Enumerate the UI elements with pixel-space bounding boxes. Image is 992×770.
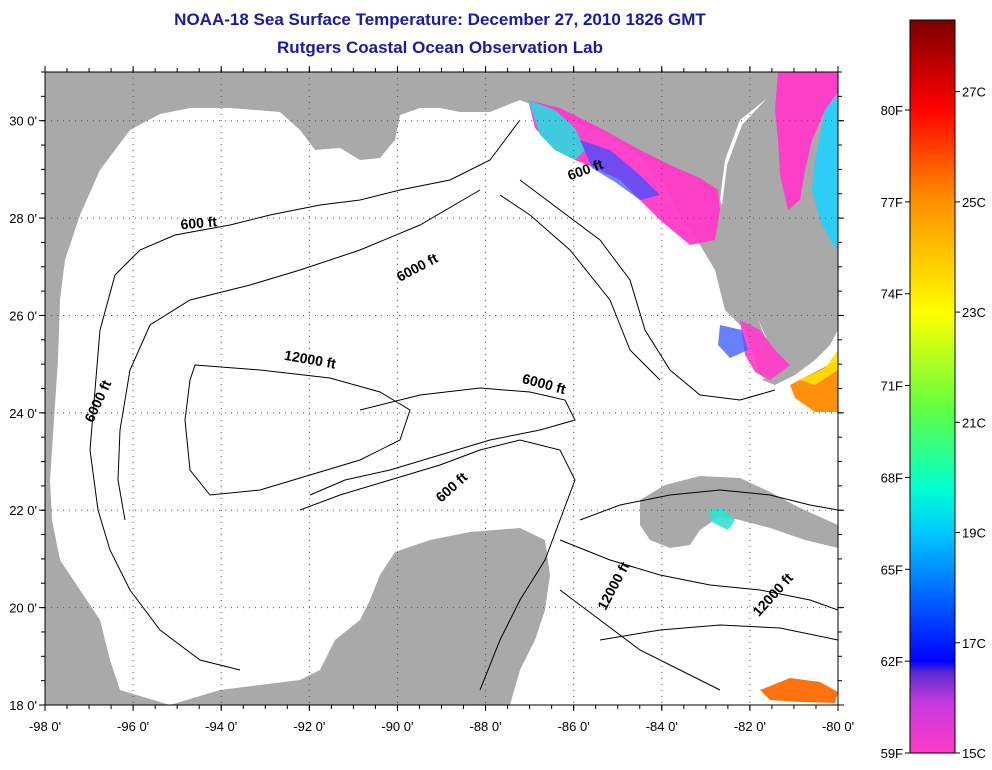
colorbar-f-label: 62F [881, 654, 903, 669]
colorbar-f-label: 77F [881, 195, 903, 210]
sst-patch-keys [740, 320, 790, 380]
sst-patch-blue-band [580, 140, 660, 200]
sst-patch-keys-blue [718, 325, 748, 358]
axis-labels: -98 0' -96 0' -94 0' -92 0' -90 0' -88 0' -86 … [9, 114, 854, 734]
colorbar-f-label: 59F [881, 746, 903, 761]
colorbar-c-label: 17C [962, 636, 986, 651]
colorbar-c-label: 19C [962, 526, 986, 541]
colorbar-c-label: 25C [962, 195, 986, 210]
y-tick-label: 18 0' [9, 698, 37, 713]
x-tick-label: -96 0' [117, 719, 149, 734]
sst-patch-straits-yellow [800, 350, 838, 385]
land-cuba [640, 476, 838, 548]
colorbar-f-label: 65F [881, 562, 903, 577]
land-north-america [45, 72, 780, 705]
sst-patch-east-florida [775, 72, 838, 210]
x-tick-label: -88 0' [469, 719, 501, 734]
y-tick-label: 28 0' [9, 211, 37, 226]
x-tick-label: -92 0' [293, 719, 325, 734]
x-tick-label: -84 0' [646, 719, 678, 734]
map-title: NOAA-18 Sea Surface Temperature: Decembe… [174, 10, 706, 29]
y-tick-label: 24 0' [9, 406, 37, 421]
map-gridlines [45, 72, 838, 705]
colorbar-f-label: 74F [881, 287, 903, 302]
y-tick-label: 30 0' [9, 114, 37, 129]
y-tick-label: 22 0' [9, 503, 37, 518]
land-yucatan [170, 528, 550, 705]
x-tick-label: -90 0' [381, 719, 413, 734]
x-tick-label: -80 0' [822, 719, 854, 734]
sst-patch-east-florida-cyan [812, 95, 838, 250]
colorbar-f-label: 71F [881, 379, 903, 394]
x-tick-label: -98 0' [29, 719, 61, 734]
colorbar-c-label: 21C [962, 415, 986, 430]
map-ticks [39, 66, 844, 711]
colorbar-c-label: 23C [962, 305, 986, 320]
contour-depth-label: 600 ft [180, 213, 218, 232]
x-tick-label: -82 0' [734, 719, 766, 734]
map-subtitle: Rutgers Coastal Ocean Observation Lab [277, 38, 603, 57]
colorbar-c-label: 15C [962, 746, 986, 761]
bathymetry-contours [89, 119, 838, 691]
colorbar-labels: 80F 77F 74F 71F 68F 65F 62F 59F 27C 25C 23C 21C 19C 1… [881, 85, 986, 761]
sst-patch-caribbean-warm [760, 678, 838, 703]
y-tick-label: 26 0' [9, 308, 37, 323]
sst-patch-cyan-band [528, 100, 585, 160]
x-tick-label: -86 0' [558, 719, 590, 734]
colorbar-f-label: 80F [881, 103, 903, 118]
sst-patch-cuba-cyan [708, 508, 735, 530]
x-tick-label: -94 0' [205, 719, 237, 734]
colorbar-c-label: 27C [962, 85, 986, 100]
y-tick-label: 20 0' [9, 601, 37, 616]
sst-colorbar [909, 19, 956, 754]
colorbar-f-label: 68F [881, 470, 903, 485]
